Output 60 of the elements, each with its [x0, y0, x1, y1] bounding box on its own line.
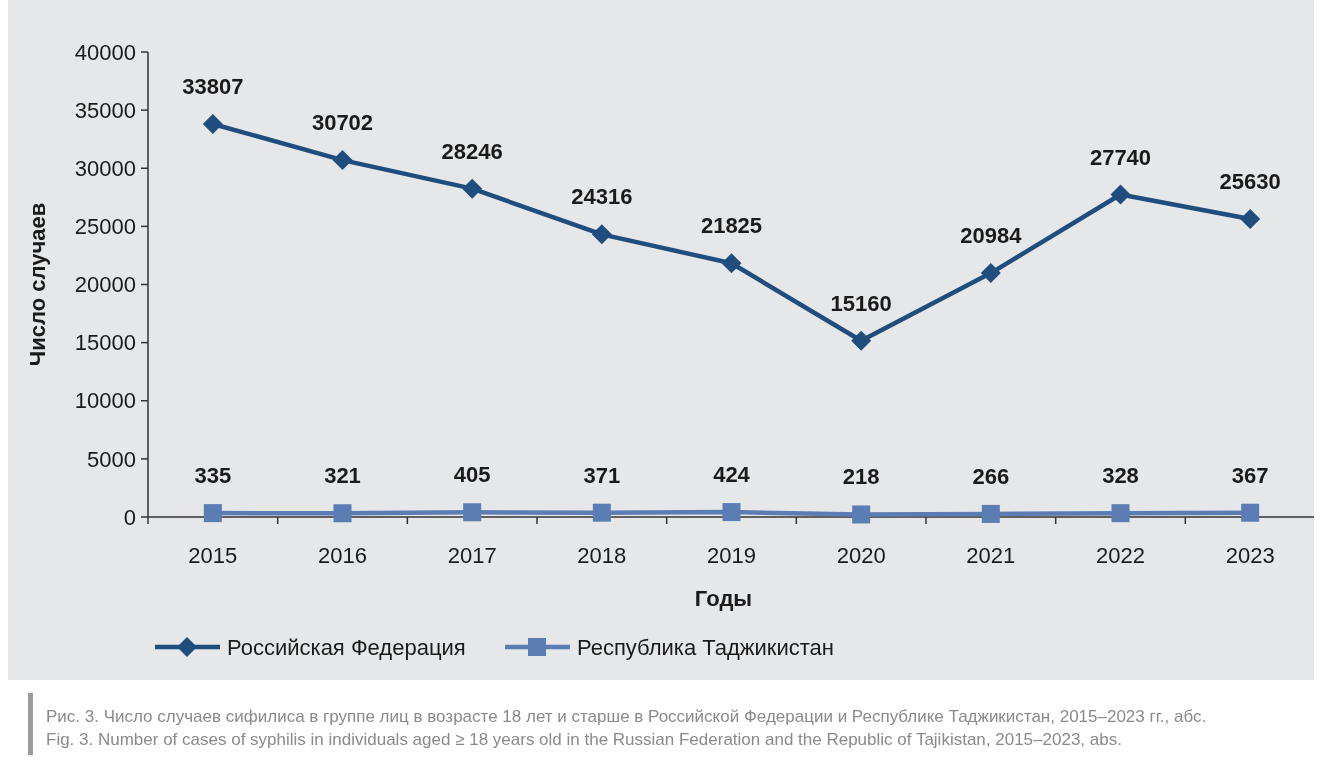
legend-label: Российская Федерация	[227, 635, 466, 660]
data-label: 30702	[311, 110, 374, 136]
x-tick-label: 2019	[707, 543, 756, 568]
data-label: 367	[1231, 462, 1269, 488]
y-tick-label: 10000	[74, 388, 136, 414]
y-axis-title: Число случаев	[25, 202, 50, 367]
data-label: 218	[842, 464, 880, 490]
y-tick-label: 0	[123, 504, 136, 530]
legend-label: Республика Таджикистан	[577, 635, 834, 660]
x-tick-label: 2023	[1225, 543, 1275, 568]
data-label: 321	[324, 463, 361, 489]
data-label: 15160	[830, 290, 892, 316]
point	[1110, 184, 1131, 205]
data-label: 266	[972, 463, 1010, 489]
y-tick-label: 30000	[74, 155, 136, 181]
text: Рис. 3. Число случаев сифилиса в группе лиц в возрасте 18 лет и старше в Российской Федерации и Республике Таджикистан, 2015–2023 гг., абс.	[46, 707, 1207, 726]
data-label: 24316	[571, 184, 633, 210]
y-tick-label: 5000	[87, 446, 136, 472]
y-tick-label: 25000	[74, 214, 136, 240]
point	[851, 330, 872, 351]
point	[332, 150, 353, 171]
data-label: 25630	[1219, 169, 1281, 195]
point	[592, 503, 611, 522]
data-label: 20984	[960, 223, 1023, 249]
data-label: 27740	[1089, 144, 1152, 170]
x-axis-title: Годы	[694, 586, 753, 611]
data-label: 371	[583, 462, 621, 488]
data-label: 335	[194, 463, 232, 489]
point	[852, 505, 871, 524]
point	[462, 178, 483, 199]
x-tick-label: 2018	[577, 543, 627, 568]
point	[463, 503, 482, 522]
point	[1111, 504, 1130, 523]
x-tick-label: 2015	[188, 543, 238, 568]
y-tick-label: 15000	[74, 330, 136, 356]
data-label: 28246	[441, 138, 503, 164]
x-tick-label: 2016	[318, 543, 367, 568]
point	[203, 504, 222, 523]
data-label: 405	[453, 462, 491, 488]
point	[333, 504, 352, 523]
data-label: 21825	[700, 213, 763, 239]
point	[722, 503, 741, 522]
point	[721, 253, 742, 274]
point	[981, 504, 1000, 523]
data-label: 33807	[182, 73, 244, 99]
y-tick-label: 40000	[74, 39, 136, 65]
x-tick-label: 2017	[447, 543, 497, 568]
data-label: 328	[1102, 463, 1139, 489]
y-tick-label: 35000	[74, 97, 136, 123]
x-tick-label: 2021	[966, 543, 1016, 568]
x-tick-label: 2022	[1096, 543, 1145, 568]
point	[1241, 503, 1260, 522]
point	[1240, 209, 1261, 230]
data-label: 424	[713, 462, 751, 488]
point	[591, 224, 612, 245]
x-tick-label: 2020	[836, 543, 886, 568]
point	[202, 113, 223, 134]
y-tick-label: 20000	[74, 272, 136, 298]
point	[980, 263, 1001, 284]
caption: Fig. 3. Number of cases of syphilis in individuals aged ≥ 18 years old in the Russian Federation and the Republic of Tajikistan, 2015–2023, abs.	[46, 730, 1122, 749]
